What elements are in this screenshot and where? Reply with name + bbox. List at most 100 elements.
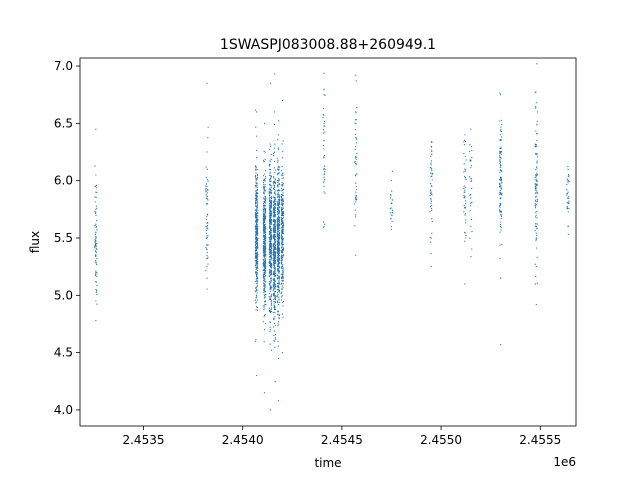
data-point (255, 231, 257, 233)
data-point (323, 139, 325, 142)
data-point (535, 187, 537, 189)
data-point (262, 251, 265, 254)
data-point (94, 224, 96, 227)
data-point (256, 229, 258, 231)
data-point (272, 264, 274, 266)
data-point (263, 178, 266, 180)
data-point (278, 226, 280, 229)
data-point (281, 230, 284, 233)
data-point (273, 184, 275, 187)
data-point (431, 205, 433, 207)
data-point (536, 234, 538, 236)
data-point (273, 191, 276, 193)
data-point (277, 286, 280, 289)
data-point (469, 160, 471, 162)
data-point (282, 247, 285, 250)
data-point (269, 245, 271, 247)
data-point (324, 223, 326, 225)
data-point (278, 172, 280, 174)
data-point (536, 282, 538, 284)
data-point (278, 201, 280, 203)
data-point (278, 180, 280, 182)
data-point (281, 197, 283, 199)
data-point (277, 193, 279, 195)
data-point (206, 192, 208, 194)
data-point (269, 330, 271, 332)
data-point (276, 168, 279, 170)
data-point (207, 235, 209, 237)
data-point (270, 349, 273, 351)
data-point (277, 203, 279, 205)
data-point (534, 216, 537, 218)
data-point (536, 199, 539, 201)
data-point (470, 225, 472, 228)
data-point (282, 212, 285, 214)
data-point (280, 262, 283, 264)
data-point (269, 222, 271, 225)
data-point (500, 227, 502, 229)
data-point (272, 289, 274, 291)
data-point (96, 275, 98, 277)
data-point (270, 303, 272, 305)
data-point (355, 191, 357, 193)
data-point (263, 316, 265, 318)
data-point (498, 205, 501, 207)
data-point (274, 288, 276, 290)
data-point (273, 197, 275, 199)
data-point (276, 278, 279, 280)
data-point (277, 340, 279, 343)
data-point (280, 203, 282, 205)
data-point (273, 167, 275, 169)
data-point (254, 240, 257, 243)
data-point (270, 222, 272, 224)
data-point (465, 219, 467, 221)
data-point (270, 246, 272, 248)
data-point (536, 256, 538, 258)
data-point (276, 232, 278, 234)
data-point (255, 184, 257, 187)
data-point (263, 191, 265, 193)
data-point (354, 209, 356, 211)
data-point (207, 224, 209, 227)
data-point (280, 209, 283, 212)
data-point (281, 280, 284, 282)
data-point (95, 220, 98, 222)
data-point (270, 203, 273, 205)
data-point (274, 268, 276, 270)
data-point (269, 168, 272, 171)
data-point (500, 225, 502, 228)
data-point (500, 177, 503, 179)
data-point (430, 208, 433, 210)
data-point (255, 228, 258, 230)
data-point (270, 204, 272, 207)
data-point (270, 223, 272, 226)
data-point (500, 182, 502, 184)
data-point (263, 249, 265, 251)
data-point (269, 188, 272, 191)
data-point (269, 264, 271, 266)
data-point (278, 200, 280, 202)
data-point (281, 212, 284, 214)
data-point (274, 275, 277, 277)
data-point (255, 126, 257, 128)
data-point (263, 248, 265, 250)
data-point (282, 218, 284, 220)
data-point (270, 191, 273, 194)
data-point (95, 247, 97, 249)
data-point (265, 225, 267, 228)
data-point (269, 260, 271, 262)
data-point (269, 233, 271, 235)
data-point (273, 322, 276, 324)
data-point (269, 212, 271, 214)
data-point (268, 199, 271, 201)
data-point (255, 226, 257, 228)
data-point (282, 276, 284, 278)
data-point (277, 217, 279, 219)
data-point (282, 189, 284, 192)
data-point (282, 272, 284, 274)
data-point (263, 202, 265, 205)
data-point (95, 243, 97, 245)
data-point (536, 200, 539, 202)
